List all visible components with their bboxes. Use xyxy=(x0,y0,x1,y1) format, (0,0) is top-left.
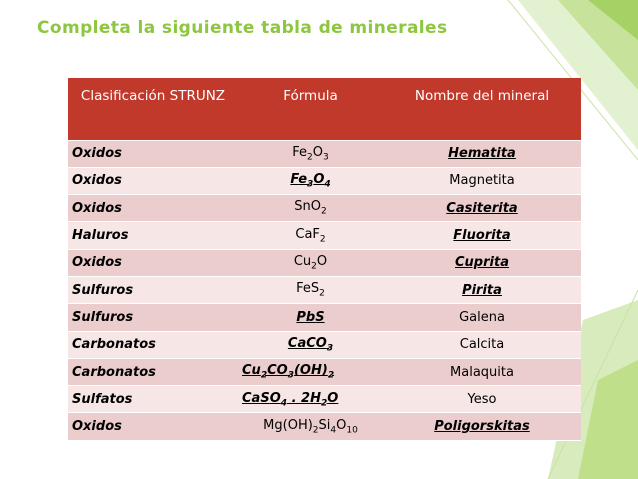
table-header-row: Clasificación STRUNZ Fórmula Nombre del … xyxy=(68,78,581,140)
table-row: Sulfuros PbS Galena xyxy=(68,303,581,332)
table-row: Oxidos Fe3O4 Magnetita xyxy=(68,166,581,196)
mineral-name: Malaquita xyxy=(450,364,514,380)
table-row: Carbonatos CaCO3 Calcita xyxy=(68,330,581,359)
cell-clasificacion: Sulfuros xyxy=(68,303,238,332)
mineral-name: Calcita xyxy=(459,337,505,353)
mineral-name: Hematita xyxy=(448,146,516,162)
cell-formula: Cu2CO3(OH)2 xyxy=(238,357,383,387)
mineral-name: Pirita xyxy=(462,282,502,298)
cell-nombre: Calcita xyxy=(383,330,581,359)
cell-clasificacion: Oxidos xyxy=(68,166,238,196)
table-row: Oxidos Fe2O3 Hematita xyxy=(68,139,581,168)
mineral-name: Cuprita xyxy=(455,255,509,271)
cell-nombre: Hematita xyxy=(383,139,581,168)
cell-formula: CaSO4 . 2H2O xyxy=(238,385,383,414)
mineral-name: Fluorita xyxy=(453,228,511,244)
mineral-name: Magnetita xyxy=(449,173,515,189)
table-row: Oxidos Cu2O Cuprita xyxy=(68,248,581,277)
formula-text: Fe2O3 xyxy=(292,144,329,163)
cell-formula: Mg(OH)2Si4O10 xyxy=(238,412,383,441)
cell-clasificacion: Haluros xyxy=(68,221,238,250)
table-row: Carbonatos Cu2CO3(OH)2 Malaquita xyxy=(68,357,581,387)
cell-nombre: Magnetita xyxy=(383,166,581,196)
table-row: Oxidos SnO2 Casiterita xyxy=(68,194,581,223)
formula-text: Cu2CO3(OH)2 xyxy=(242,363,335,381)
cell-nombre: Poligorskitas xyxy=(383,412,581,441)
cell-clasificacion: Sulfuros xyxy=(68,275,238,305)
cell-formula: PbS xyxy=(238,303,383,332)
cell-clasificacion: Oxidos xyxy=(68,248,238,277)
page-title: Completa la siguiente tabla de minerales xyxy=(37,18,448,38)
mineral-name: Yeso xyxy=(467,391,497,407)
mineral-name: Poligorskitas xyxy=(434,419,530,435)
formula-text: CaF2 xyxy=(295,226,326,245)
cell-clasificacion: Oxidos xyxy=(68,412,238,441)
cell-formula: FeS2 xyxy=(238,275,383,305)
cell-nombre: Casiterita xyxy=(383,194,581,223)
formula-text: CaSO4 . 2H2O xyxy=(242,390,339,409)
cell-nombre: Fluorita xyxy=(383,221,581,250)
cell-formula: Fe3O4 xyxy=(238,166,383,196)
cell-formula: Fe2O3 xyxy=(238,139,383,168)
table-row: Sulfuros FeS2 Pirita xyxy=(68,275,581,305)
cell-nombre: Pirita xyxy=(383,275,581,305)
cell-formula: CaF2 xyxy=(238,221,383,250)
cell-formula: SnO2 xyxy=(238,194,383,223)
mineral-name: Galena xyxy=(459,309,505,325)
table-row: Sulfatos CaSO4 . 2H2O Yeso xyxy=(68,385,581,414)
cell-formula: Cu2O xyxy=(238,248,383,277)
cell-clasificacion: Carbonatos xyxy=(68,357,238,387)
cell-clasificacion: Sulfatos xyxy=(68,385,238,414)
formula-text: Mg(OH)2Si4O10 xyxy=(263,417,358,436)
cell-clasificacion: Oxidos xyxy=(68,194,238,223)
header-formula: Fórmula xyxy=(238,78,383,140)
cell-formula: CaCO3 xyxy=(238,330,383,359)
formula-text: SnO2 xyxy=(294,199,327,218)
table-row: Haluros CaF2 Fluorita xyxy=(68,221,581,250)
cell-nombre: Malaquita xyxy=(383,357,581,387)
header-clasificacion: Clasificación STRUNZ xyxy=(68,78,238,140)
mineral-name: Casiterita xyxy=(446,200,518,216)
table-row: Oxidos Mg(OH)2Si4O10 Poligorskitas xyxy=(68,412,581,441)
cell-nombre: Galena xyxy=(383,303,581,332)
minerals-table: Clasificación STRUNZ Fórmula Nombre del … xyxy=(68,78,581,441)
header-nombre: Nombre del mineral xyxy=(383,78,581,140)
formula-text: CaCO3 xyxy=(287,335,334,354)
formula-text: Cu2O xyxy=(293,254,328,272)
formula-text: PbS xyxy=(296,309,325,325)
formula-text: Fe3O4 xyxy=(290,172,331,190)
cell-clasificacion: Carbonatos xyxy=(68,330,238,359)
cell-nombre: Yeso xyxy=(383,385,581,414)
cell-clasificacion: Oxidos xyxy=(68,139,238,168)
cell-nombre: Cuprita xyxy=(383,248,581,277)
formula-text: FeS2 xyxy=(296,281,325,299)
